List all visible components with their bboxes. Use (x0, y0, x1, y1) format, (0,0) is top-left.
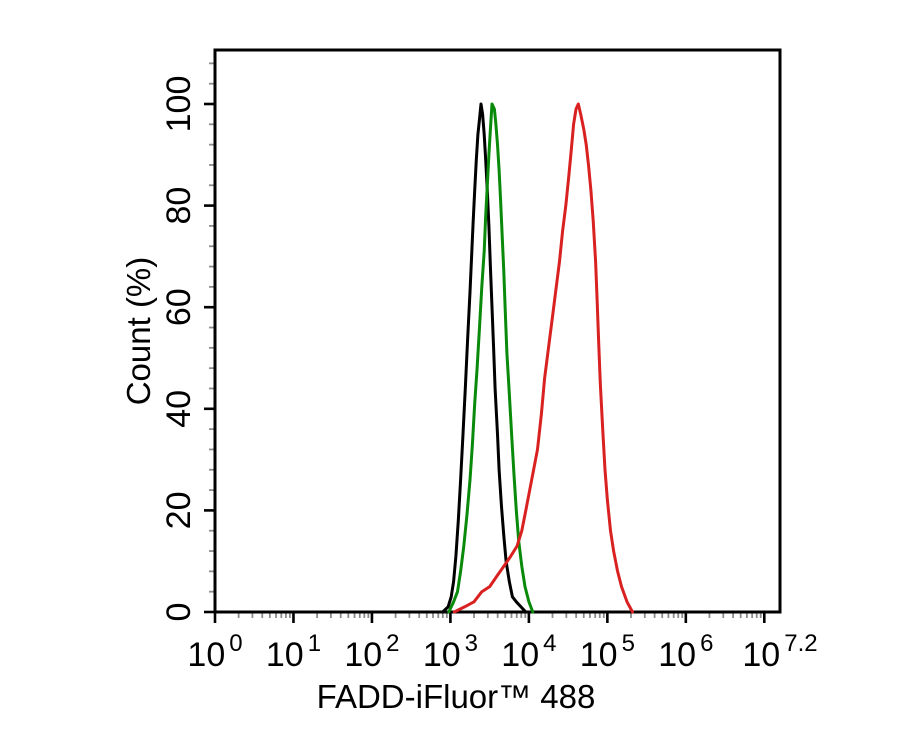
plot-frame (213, 48, 782, 614)
curve-green (447, 102, 535, 614)
y-tick-label: 40 (160, 390, 198, 428)
x-tick-label: 10 1 (266, 630, 321, 674)
x-tick-label: 10 0 (187, 630, 242, 674)
x-tick-label: 10 7.2 (742, 630, 817, 674)
x-tick-label: 10 4 (501, 630, 556, 674)
curve-red (452, 102, 634, 614)
x-tick-label: 10 6 (658, 630, 713, 674)
y-tick-label: 80 (160, 187, 198, 225)
y-tick-label: 20 (160, 491, 198, 529)
y-tick-label: 0 (160, 603, 198, 622)
y-axis-title: Count (%) (120, 257, 157, 406)
x-tick-label: 10 5 (580, 630, 635, 674)
curve-black (441, 102, 528, 614)
x-axis-title: FADD-iFluor™ 488 (317, 678, 596, 715)
y-tick-label: 100 (160, 76, 198, 133)
x-tick-label: 10 3 (423, 630, 478, 674)
x-tick-label: 10 2 (344, 630, 399, 674)
y-tick-label: 60 (160, 288, 198, 326)
